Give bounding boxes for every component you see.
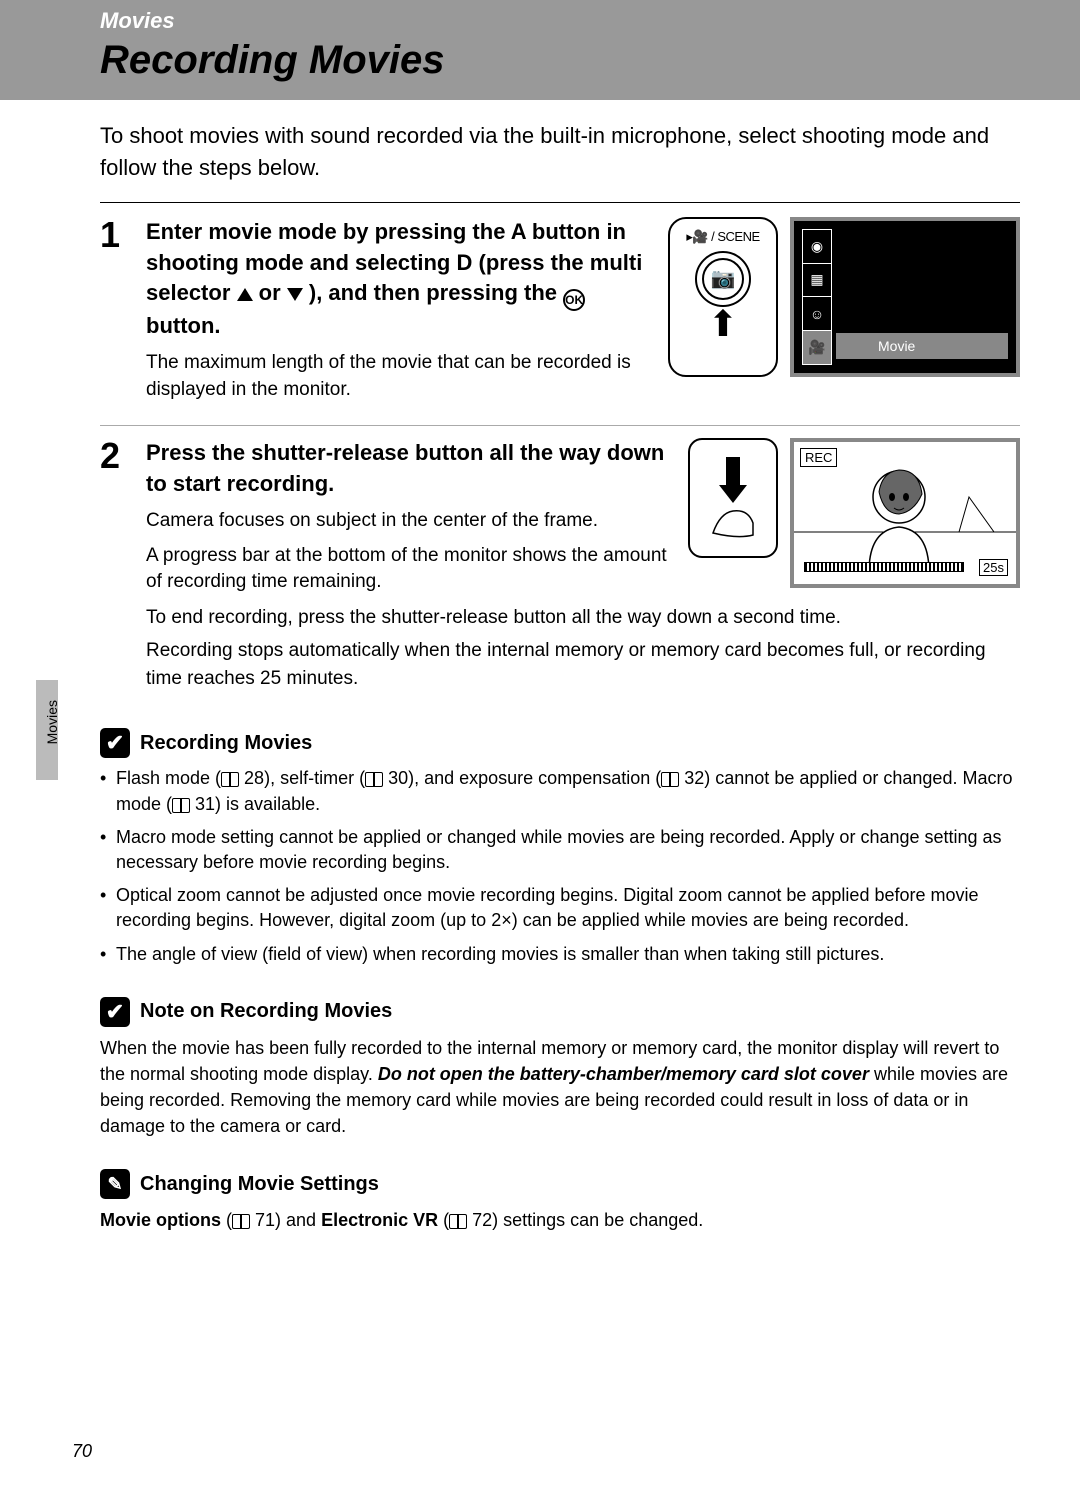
note-title: Note on Recording Movies bbox=[140, 1000, 392, 1023]
recording-screen-figure: REC 25s bbox=[790, 438, 1020, 588]
t: 30), and exposure compensation ( bbox=[383, 768, 661, 788]
note-on-recording: ✔ Note on Recording Movies When the movi… bbox=[100, 997, 1020, 1139]
step-number: 1 bbox=[100, 217, 132, 412]
note-paragraph: Movie options ( 71) and Electronic VR ( … bbox=[100, 1207, 1020, 1233]
menu-movie-label: Movie bbox=[836, 333, 1008, 359]
step2-sub4: Recording stops automatically when the i… bbox=[146, 637, 1020, 692]
divider bbox=[100, 202, 1020, 203]
t: button. bbox=[146, 313, 221, 338]
menu-icon-column: ◉ ▦ ☺ 🎥 bbox=[802, 229, 832, 365]
note-bullet-list: Flash mode ( 28), self-timer ( 30), and … bbox=[100, 766, 1020, 966]
section-label: Movies bbox=[100, 8, 1020, 34]
ok-button-icon: OK bbox=[563, 289, 585, 311]
t: Press the shutter-release button all the… bbox=[146, 440, 664, 496]
down-triangle-icon bbox=[287, 288, 303, 301]
step2-sub3: To end recording, press the shutter-rele… bbox=[146, 604, 1020, 632]
progress-bar bbox=[804, 562, 964, 572]
book-icon bbox=[661, 772, 679, 785]
menu-screen-figure: ◉ ▦ ☺ 🎥 Movie bbox=[790, 217, 1020, 377]
t: ( bbox=[438, 1210, 449, 1230]
warning-emphasis: Do not open the battery-chamber/memory c… bbox=[378, 1064, 869, 1084]
menu-icon-movie: 🎥 bbox=[803, 331, 831, 364]
intro-text: To shoot movies with sound recorded via … bbox=[100, 120, 1020, 184]
note-recording-movies: ✔ Recording Movies Flash mode ( 28), sel… bbox=[100, 728, 1020, 966]
menu-icon-scene: ▦ bbox=[803, 264, 831, 298]
t: 71) and bbox=[250, 1210, 321, 1230]
note-title: Changing Movie Settings bbox=[140, 1173, 379, 1196]
t: ( bbox=[221, 1210, 232, 1230]
step1-figures: ▸🎥 / SCENE 📷 ⬆ ◉ ▦ ☺ 🎥 Movie bbox=[668, 217, 1020, 412]
menu-icon-smile: ☺ bbox=[803, 297, 831, 331]
step-2: 2 Press the shutter-release button all t… bbox=[100, 438, 1020, 698]
step2-sub1: Camera focuses on subject in the center … bbox=[146, 508, 674, 535]
step-number: 2 bbox=[100, 438, 132, 698]
step1-subtext: The maximum length of the movie that can… bbox=[146, 350, 654, 403]
dial-figure: ▸🎥 / SCENE 📷 ⬆ bbox=[668, 217, 778, 377]
t: or bbox=[259, 280, 287, 305]
t: Enter movie mode by pressing the bbox=[146, 219, 511, 244]
t: 28), self-timer ( bbox=[239, 768, 365, 788]
book-icon bbox=[449, 1214, 467, 1227]
header-bar: Movies Recording Movies bbox=[0, 0, 1080, 100]
note-title: Recording Movies bbox=[140, 732, 312, 755]
dial-outer-circle: 📷 bbox=[695, 251, 751, 307]
page-title: Recording Movies bbox=[100, 38, 1020, 83]
step-1: 1 Enter movie mode by pressing the A but… bbox=[100, 217, 1020, 412]
side-tab-label: Movies bbox=[44, 700, 60, 744]
page-number: 70 bbox=[72, 1441, 92, 1462]
step2-heading: Press the shutter-release button all the… bbox=[146, 438, 674, 500]
book-icon bbox=[365, 772, 383, 785]
up-arrow-icon: ⬆ bbox=[708, 313, 738, 335]
t: Electronic VR bbox=[321, 1210, 438, 1230]
hand-icon bbox=[708, 505, 758, 539]
down-arrow-icon bbox=[719, 457, 747, 503]
step2-sub2: A progress bar at the bottom of the moni… bbox=[146, 543, 674, 596]
t: 31) is available. bbox=[190, 794, 320, 814]
note-changing-settings: ✎ Changing Movie Settings Movie options … bbox=[100, 1169, 1020, 1233]
list-item: Macro mode setting cannot be applied or … bbox=[100, 825, 1020, 875]
time-remaining: 25s bbox=[979, 559, 1008, 576]
step1-heading: Enter movie mode by pressing the A butto… bbox=[146, 217, 654, 342]
dial-label: ▸🎥 / SCENE bbox=[686, 229, 759, 245]
book-icon bbox=[232, 1214, 250, 1227]
check-icon: ✔ bbox=[100, 997, 130, 1027]
wrench-icon: ✎ bbox=[100, 1169, 130, 1199]
mode-a-icon: A bbox=[511, 219, 526, 244]
book-icon bbox=[221, 772, 239, 785]
check-icon: ✔ bbox=[100, 728, 130, 758]
t: Flash mode ( bbox=[116, 768, 221, 788]
step2-figures: REC 25s bbox=[688, 438, 1020, 603]
up-triangle-icon bbox=[237, 288, 253, 301]
note-paragraph: When the movie has been fully recorded t… bbox=[100, 1035, 1020, 1139]
menu-icon-camera: ◉ bbox=[803, 230, 831, 264]
list-item: Optical zoom cannot be adjusted once mov… bbox=[100, 883, 1020, 933]
mode-d-icon: D bbox=[456, 250, 472, 275]
list-item: The angle of view (field of view) when r… bbox=[100, 942, 1020, 967]
divider bbox=[100, 425, 1020, 426]
t: ), and then pressing the bbox=[309, 280, 563, 305]
list-item: Flash mode ( 28), self-timer ( 30), and … bbox=[100, 766, 1020, 816]
t: 72) settings can be changed. bbox=[467, 1210, 703, 1230]
book-icon bbox=[172, 798, 190, 811]
shutter-press-figure bbox=[688, 438, 778, 558]
t: Movie options bbox=[100, 1210, 221, 1230]
camera-icon: 📷 bbox=[702, 258, 744, 300]
